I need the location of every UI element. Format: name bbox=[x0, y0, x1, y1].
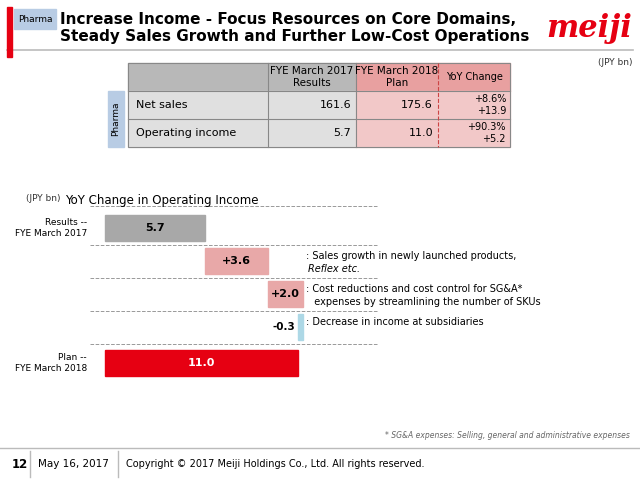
Bar bbox=[128, 63, 356, 91]
Text: YoY Change in Operating Income: YoY Change in Operating Income bbox=[65, 194, 259, 207]
Text: +90.3%
+5.2: +90.3% +5.2 bbox=[467, 121, 506, 144]
Text: : Decrease in income at subsidiaries: : Decrease in income at subsidiaries bbox=[305, 317, 483, 327]
Text: 11.0: 11.0 bbox=[408, 128, 433, 138]
Text: Results --
FYE March 2017: Results -- FYE March 2017 bbox=[15, 217, 87, 239]
Bar bbox=[438, 119, 510, 147]
Bar bbox=[128, 91, 356, 119]
Text: 11.0: 11.0 bbox=[188, 358, 215, 368]
Bar bbox=[205, 248, 268, 274]
Text: meiji: meiji bbox=[546, 12, 632, 44]
Text: FYE March 2018
Plan: FYE March 2018 Plan bbox=[355, 66, 438, 88]
Text: Increase Income - Focus Resources on Core Domains,: Increase Income - Focus Resources on Cor… bbox=[60, 12, 516, 27]
Text: (JPY bn): (JPY bn) bbox=[26, 194, 60, 203]
Text: 5.7: 5.7 bbox=[145, 223, 164, 233]
Text: 12: 12 bbox=[12, 457, 28, 470]
Bar bbox=[14, 9, 56, 29]
Text: YoY Change: YoY Change bbox=[445, 72, 502, 82]
Text: +2.0: +2.0 bbox=[271, 289, 300, 299]
Text: (JPY bn): (JPY bn) bbox=[598, 58, 632, 67]
Text: 175.6: 175.6 bbox=[401, 100, 433, 110]
Text: Operating income: Operating income bbox=[136, 128, 236, 138]
Bar bbox=[298, 314, 303, 340]
Bar bbox=[438, 91, 510, 119]
Text: 161.6: 161.6 bbox=[319, 100, 351, 110]
Bar bbox=[128, 119, 356, 147]
Bar bbox=[268, 281, 303, 307]
Bar bbox=[356, 119, 438, 147]
Text: Reflex etc.: Reflex etc. bbox=[307, 264, 360, 274]
Text: * SG&A expenses: Selling, general and administrative expenses: * SG&A expenses: Selling, general and ad… bbox=[385, 431, 630, 440]
Text: : Sales growth in newly launched products,: : Sales growth in newly launched product… bbox=[305, 251, 516, 261]
Text: expenses by streamlining the number of SKUs: expenses by streamlining the number of S… bbox=[307, 297, 540, 307]
Text: Pharma: Pharma bbox=[18, 14, 52, 24]
Text: May 16, 2017: May 16, 2017 bbox=[38, 459, 109, 469]
Text: Plan --
FYE March 2018: Plan -- FYE March 2018 bbox=[15, 353, 87, 373]
Text: -0.3: -0.3 bbox=[273, 322, 296, 332]
Text: Steady Sales Growth and Further Low-Cost Operations: Steady Sales Growth and Further Low-Cost… bbox=[60, 28, 529, 44]
Text: 5.7: 5.7 bbox=[333, 128, 351, 138]
Bar bbox=[7, 7, 12, 57]
Text: +8.6%
+13.9: +8.6% +13.9 bbox=[474, 94, 506, 116]
Bar bbox=[356, 63, 510, 91]
Text: Pharma: Pharma bbox=[111, 102, 120, 136]
Text: Net sales: Net sales bbox=[136, 100, 188, 110]
Text: +3.6: +3.6 bbox=[221, 256, 251, 266]
Bar bbox=[105, 215, 205, 241]
Bar bbox=[105, 350, 298, 376]
Bar bbox=[356, 91, 438, 119]
Bar bbox=[108, 91, 124, 147]
Text: : Cost reductions and cost control for SG&A*: : Cost reductions and cost control for S… bbox=[305, 284, 522, 294]
Bar bbox=[128, 63, 510, 147]
Text: Copyright © 2017 Meiji Holdings Co., Ltd. All rights reserved.: Copyright © 2017 Meiji Holdings Co., Ltd… bbox=[126, 459, 424, 469]
Text: FYE March 2017
Results: FYE March 2017 Results bbox=[270, 66, 354, 88]
